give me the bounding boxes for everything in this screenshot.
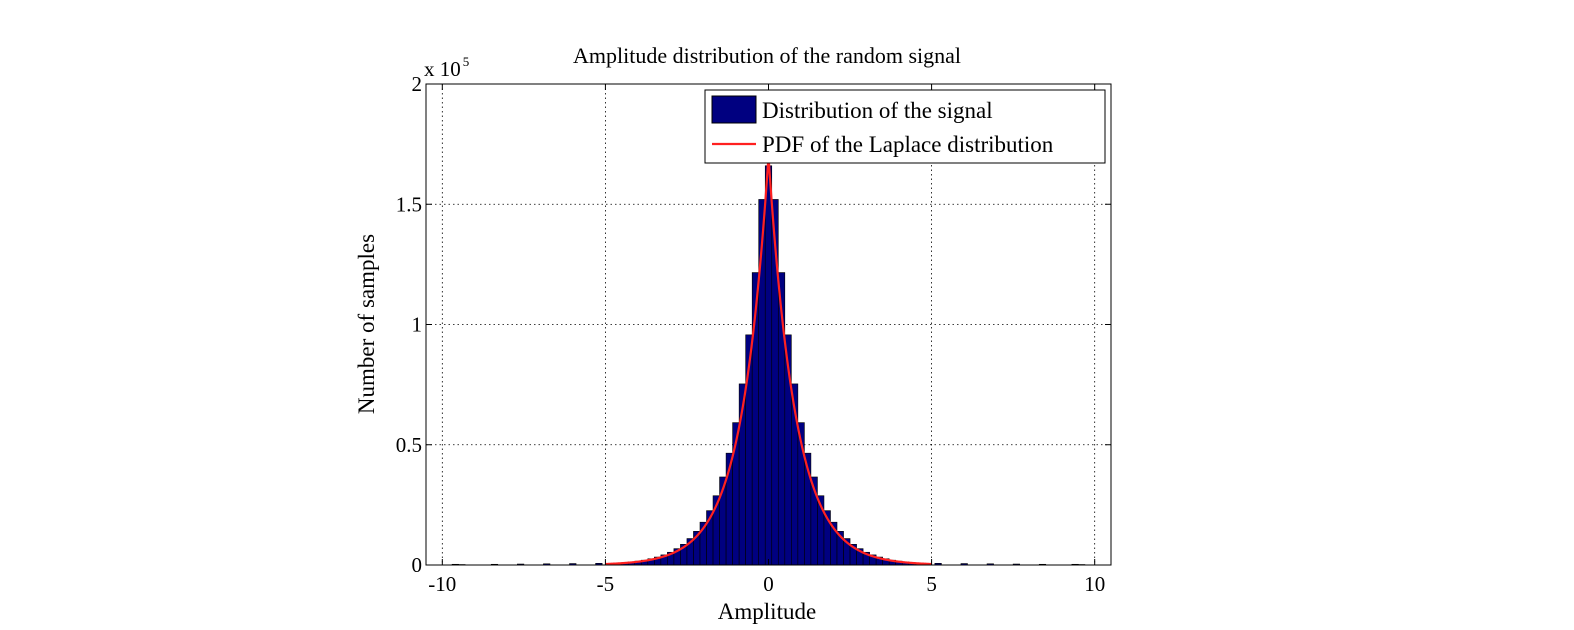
y-multiplier-exponent: 5 — [463, 54, 470, 69]
x-tick-label: 10 — [1084, 572, 1105, 596]
legend-box — [704, 89, 1106, 164]
y-tick-labels: 0 0.5 1 1.5 2 — [396, 72, 422, 577]
y-axis-label: Number of samples — [354, 234, 379, 414]
x-tick-labels: -10 -5 0 5 10 — [428, 572, 1105, 596]
legend-label-pdf: PDF of the Laplace distribution — [762, 132, 1054, 157]
y-tick-label: 0.5 — [396, 433, 422, 457]
x-tick-label: -5 — [597, 572, 615, 596]
y-multiplier-base: x 10 — [424, 57, 461, 81]
y-tick-label: 0 — [412, 553, 423, 577]
legend: Distribution of the signal PDF of the La… — [704, 89, 1106, 164]
x-tick-label: 0 — [763, 572, 774, 596]
y-multiplier: x 10 5 — [424, 54, 469, 81]
y-tick-label: 1.5 — [396, 192, 422, 216]
legend-label-histogram: Distribution of the signal — [762, 98, 993, 123]
x-tick-label: -10 — [428, 572, 456, 596]
x-tick-label: 5 — [926, 572, 937, 596]
legend-swatch-histogram — [711, 95, 757, 124]
axis-ticks — [426, 83, 1111, 566]
histogram-bars — [451, 165, 1086, 566]
y-tick-label: 2 — [412, 72, 423, 96]
histogram-bar — [764, 165, 773, 566]
chart-title: Amplitude distribution of the random sig… — [573, 43, 961, 68]
x-axis-label: Amplitude — [718, 599, 816, 624]
y-tick-label: 1 — [412, 313, 423, 337]
